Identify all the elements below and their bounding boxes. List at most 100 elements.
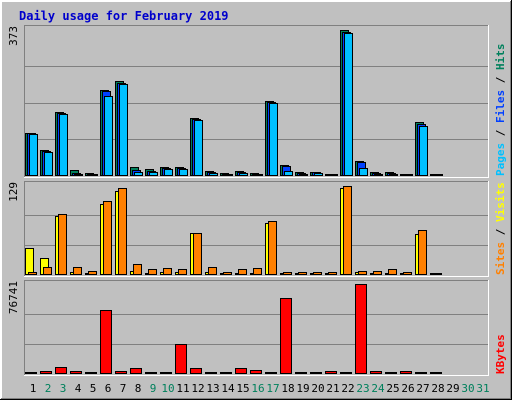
- day-label: 24: [371, 382, 385, 395]
- legend-entry: KBytes: [494, 334, 507, 374]
- legend-entry: /: [494, 123, 507, 143]
- day-labels: 1 2 3 4 5 6 7 8 9 10 11 12 13 14 15 16 17 18 19 20 21 22 23 24 2…: [30, 382, 490, 395]
- y-max-label: 129: [7, 182, 20, 202]
- day-label: 14: [221, 382, 235, 395]
- day-label: 13: [206, 382, 219, 395]
- series-kbytes: [25, 284, 442, 374]
- bar-kbytes: [175, 344, 187, 374]
- day-label: 6: [105, 382, 112, 395]
- bar-pages: [329, 174, 338, 176]
- bar-kbytes: [370, 371, 382, 374]
- legend: Pages / Files / Hits: [494, 44, 507, 177]
- bar-pages: [254, 174, 263, 176]
- bar-kbytes: [205, 372, 217, 374]
- bar-kbytes: [100, 310, 112, 374]
- bar-pages: [44, 152, 53, 176]
- day-label: 31: [476, 382, 489, 395]
- day-label: 5: [90, 382, 97, 395]
- bar-kbytes: [160, 372, 172, 374]
- bar-pages: [179, 169, 188, 176]
- bar-kbytes: [235, 368, 247, 374]
- day-label: 27: [416, 382, 429, 395]
- bar-kbytes: [310, 372, 322, 374]
- day-label: 17: [266, 382, 279, 395]
- bar-kbytes: [250, 370, 262, 374]
- plot-area: [24, 280, 489, 376]
- day-label: 11: [176, 382, 189, 395]
- bar-kbytes: [295, 372, 307, 374]
- legend: KBytes: [494, 334, 507, 374]
- day-label: 22: [341, 382, 354, 395]
- bar-pages: [194, 120, 203, 176]
- bar-pages: [284, 171, 293, 176]
- bar-kbytes: [280, 298, 292, 374]
- bar-visits: [25, 248, 34, 275]
- legend-entry: /: [494, 222, 507, 242]
- bar-sites: [163, 268, 172, 275]
- legend-entry: Hits: [494, 44, 507, 71]
- day-label: 26: [401, 382, 414, 395]
- day-label: 2: [45, 382, 52, 395]
- legend: Sites / Visits: [494, 182, 507, 275]
- day-label: 16: [251, 382, 264, 395]
- bar-kbytes: [130, 368, 142, 374]
- day-label: 21: [326, 382, 339, 395]
- bar-kbytes: [190, 368, 202, 374]
- bar-sites: [28, 272, 37, 275]
- day-label: 28: [431, 382, 444, 395]
- chart-title: Daily usage for February 2019: [19, 9, 229, 23]
- legend-entry: Files: [494, 90, 507, 123]
- bar-pages: [134, 172, 143, 176]
- bar-sites: [88, 271, 97, 275]
- bar-kbytes: [145, 372, 157, 374]
- bar-kbytes: [415, 372, 427, 374]
- bar-kbytes: [220, 372, 232, 374]
- bar-pages: [89, 174, 98, 176]
- bar-pages: [299, 174, 308, 176]
- panel-hits-files-pages: 373 Pages / Files / Hits: [7, 25, 507, 178]
- day-label: 19: [296, 382, 309, 395]
- day-label: 4: [75, 382, 82, 395]
- day-label: 15: [236, 382, 249, 395]
- bar-pages: [314, 173, 323, 176]
- bar-pages: [434, 174, 443, 176]
- bar-kbytes: [55, 367, 67, 374]
- bar-sites: [43, 267, 52, 275]
- bar-sites: [148, 269, 157, 275]
- bar-sites: [253, 268, 262, 275]
- chart-panels: 373 Pages / Files / Hits 129 Sites / Visits…: [7, 25, 507, 376]
- day-label: 25: [386, 382, 399, 395]
- bar-pages: [149, 172, 158, 176]
- panel-kbytes: 76741 KBytes: [7, 280, 507, 376]
- bar-sites: [118, 188, 127, 275]
- day-label: 8: [135, 382, 142, 395]
- bar-kbytes: [400, 371, 412, 374]
- bar-pages: [239, 173, 248, 176]
- bar-kbytes: [430, 372, 442, 374]
- bar-pages: [59, 114, 68, 176]
- legend-entry: /: [494, 70, 507, 90]
- series-sites: [28, 186, 442, 275]
- bar-sites: [178, 269, 187, 275]
- bar-sites: [298, 272, 307, 275]
- bar-pages: [359, 168, 368, 176]
- day-label: 1: [30, 382, 37, 395]
- bar-sites: [238, 269, 247, 275]
- day-label: 18: [281, 382, 294, 395]
- bar-sites: [373, 271, 382, 275]
- bar-pages: [164, 169, 173, 176]
- bar-pages: [209, 173, 218, 176]
- bar-pages: [29, 134, 38, 176]
- day-label: 23: [356, 382, 369, 395]
- bar-pages: [389, 174, 398, 176]
- bar-kbytes: [115, 371, 127, 374]
- y-max-label: 76741: [7, 281, 20, 314]
- bar-pages: [374, 174, 383, 176]
- bar-pages: [224, 174, 233, 176]
- day-label: 7: [120, 382, 127, 395]
- bar-sites: [268, 221, 277, 275]
- bar-kbytes: [340, 372, 352, 374]
- bar-pages: [419, 126, 428, 176]
- legend-entry: Visits: [494, 182, 507, 222]
